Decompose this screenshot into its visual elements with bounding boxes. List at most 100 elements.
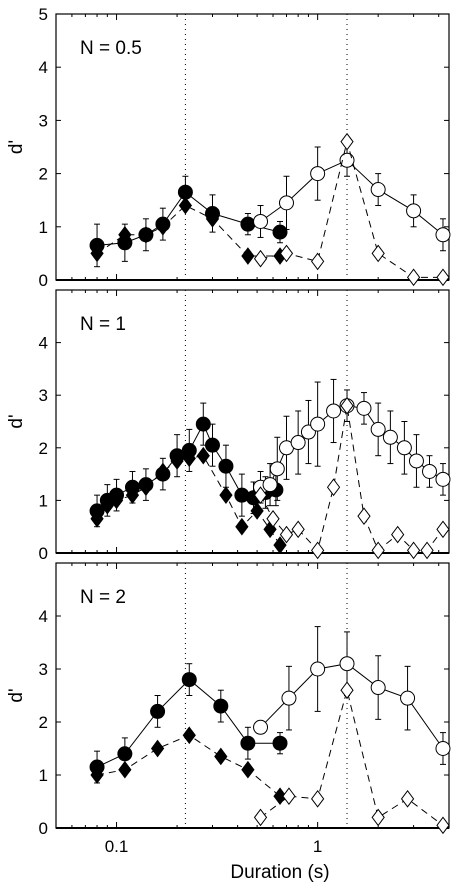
data-point-diamond	[420, 541, 434, 560]
panel-label: N = 1	[80, 314, 126, 335]
data-point-diamond	[371, 808, 385, 827]
data-point-diamond	[90, 766, 104, 784]
y-tick-label: 4	[39, 58, 48, 77]
data-point-circle	[269, 461, 285, 477]
data-point-diamond	[436, 520, 450, 539]
data-point-diamond	[340, 681, 354, 700]
y-axis-label: d'	[6, 688, 27, 702]
data-point-diamond	[118, 225, 132, 244]
data-point-diamond	[326, 478, 341, 497]
data-point-circle	[435, 471, 451, 487]
data-point-diamond	[436, 816, 450, 835]
series-line	[260, 663, 444, 749]
y-tick-label: 2	[39, 713, 48, 732]
data-point-circle	[195, 416, 211, 432]
y-tick-label: 3	[39, 111, 48, 130]
data-point-circle	[382, 429, 398, 445]
data-point-diamond	[182, 726, 196, 745]
data-point-circle	[435, 227, 451, 243]
data-point-circle	[213, 698, 229, 714]
data-point-diamond	[340, 132, 354, 151]
series-open-diamond	[253, 396, 450, 560]
data-point-diamond	[340, 396, 354, 415]
data-point-diamond	[139, 478, 153, 497]
data-point-circle	[272, 224, 288, 240]
data-point-diamond	[241, 760, 255, 779]
data-point-diamond	[253, 249, 268, 268]
y-tick-label: 2	[39, 439, 48, 458]
data-point-circle	[240, 735, 256, 751]
data-point-diamond	[406, 268, 421, 287]
data-point-circle	[181, 672, 197, 688]
data-point-circle	[370, 421, 386, 437]
data-point-diamond	[273, 536, 287, 554]
data-point-diamond	[196, 446, 210, 465]
y-tick-label: 0	[39, 819, 48, 838]
x-tick-label: 1	[313, 837, 322, 856]
data-point-circle	[396, 440, 412, 456]
data-point-diamond	[253, 486, 268, 504]
data-point-circle	[218, 458, 234, 474]
data-point-circle	[310, 166, 326, 182]
y-tick-label: 1	[39, 218, 48, 237]
data-point-diamond	[279, 244, 294, 263]
data-point-diamond	[241, 247, 255, 265]
series-filled-diamond	[90, 196, 287, 265]
data-point-diamond	[90, 509, 104, 528]
data-point-circle	[422, 463, 438, 479]
x-axis-label: Duration (s)	[230, 862, 329, 883]
data-point-circle	[339, 656, 355, 672]
series-open-circle	[253, 378, 451, 507]
data-point-diamond	[90, 244, 104, 263]
data-point-diamond	[100, 496, 114, 515]
data-point-circle	[150, 703, 166, 719]
series-open-circle	[253, 143, 451, 252]
data-point-circle	[339, 152, 355, 168]
x-tick-label: 0.1	[105, 837, 129, 856]
data-point-circle	[117, 746, 133, 762]
series-filled-diamond	[90, 726, 287, 806]
data-point-diamond	[182, 449, 196, 468]
data-point-diamond	[311, 541, 325, 560]
y-tick-label: 5	[39, 5, 48, 24]
data-point-diamond	[118, 760, 132, 779]
data-point-diamond	[205, 209, 220, 228]
y-axis-label: d'	[6, 140, 27, 154]
panel-label: N = 2	[80, 587, 126, 608]
y-tick-label: 3	[39, 660, 48, 679]
data-point-diamond	[282, 787, 296, 806]
data-point-diamond	[139, 225, 153, 244]
data-point-diamond	[357, 507, 371, 526]
data-point-diamond	[109, 491, 124, 510]
data-point-circle	[326, 403, 342, 419]
data-point-circle	[400, 690, 416, 706]
y-tick-label: 2	[39, 165, 48, 184]
data-point-diamond	[436, 268, 450, 287]
data-point-diamond	[400, 790, 415, 808]
data-point-diamond	[150, 739, 165, 758]
y-tick-label: 1	[39, 491, 48, 510]
data-point-diamond	[311, 790, 325, 808]
data-point-diamond	[406, 541, 421, 560]
data-point-circle	[204, 437, 220, 453]
data-point-circle	[406, 203, 422, 219]
data-point-circle	[370, 680, 386, 696]
data-point-circle	[281, 690, 297, 706]
y-tick-label: 4	[39, 334, 48, 353]
data-point-diamond	[170, 452, 184, 470]
series-open-diamond	[253, 132, 450, 287]
y-tick-label: 0	[39, 544, 48, 563]
y-tick-label: 3	[39, 386, 48, 405]
data-point-diamond	[178, 196, 193, 215]
data-point-diamond	[219, 486, 233, 504]
data-point-diamond	[371, 244, 385, 263]
data-point-diamond	[311, 252, 325, 271]
series-filled-diamond	[90, 446, 287, 554]
data-point-circle	[278, 195, 294, 211]
data-point-circle	[253, 213, 269, 229]
y-tick-label: 1	[39, 766, 48, 785]
data-point-circle	[290, 435, 306, 451]
y-axis-label: d'	[6, 414, 27, 428]
